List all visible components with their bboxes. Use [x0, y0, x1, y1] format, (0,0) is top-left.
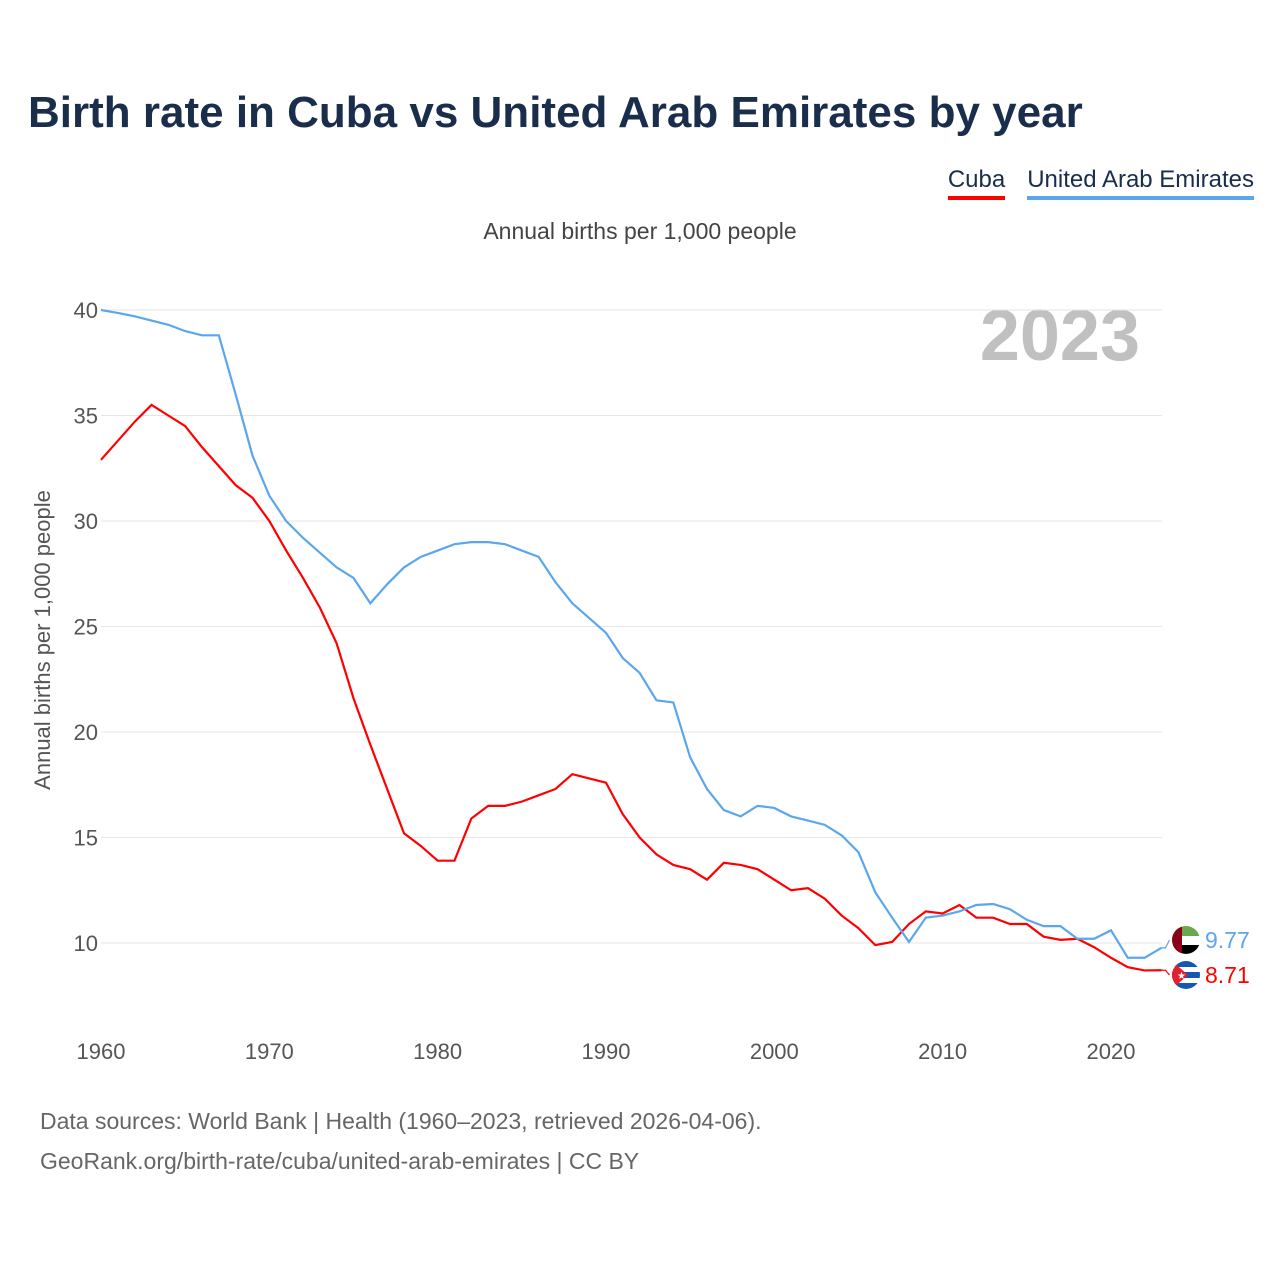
- chart-title: Birth rate in Cuba vs United Arab Emirat…: [28, 88, 1083, 137]
- legend: Cuba United Arab Emirates: [947, 166, 1254, 200]
- y-tick-label: 30: [74, 509, 98, 534]
- y-tick-label: 10: [74, 931, 98, 956]
- leader-line: [1161, 939, 1171, 949]
- x-tick-label: 1980: [413, 1039, 462, 1064]
- series-line-uae: [100, 308, 1163, 959]
- y-tick-label: 35: [74, 404, 98, 429]
- x-tick-label: 2000: [750, 1039, 799, 1064]
- source-line-1: Data sources: World Bank | Health (1960–…: [40, 1108, 762, 1134]
- x-tick-label: 2020: [1087, 1039, 1136, 1064]
- leader-line: [1161, 969, 1170, 976]
- year-label: 2023: [980, 296, 1140, 376]
- y-tick-label: 40: [74, 298, 98, 323]
- series-line-cuba: [100, 403, 1162, 972]
- y-tick-label: 20: [74, 720, 98, 745]
- legend-cuba[interactable]: Cuba: [947, 166, 1006, 200]
- source-line-2: GeoRank.org/birth-rate/cuba/united-arab-…: [40, 1148, 640, 1174]
- chart-subtitle: Annual births per 1,000 people: [483, 218, 797, 244]
- x-tick-label: 1970: [245, 1039, 294, 1064]
- svg-text:★: ★: [1177, 971, 1186, 982]
- uae-flag-icon: [1172, 926, 1200, 954]
- x-tick-label: 1960: [77, 1039, 126, 1064]
- x-tick-label: 1990: [582, 1039, 631, 1064]
- end-value-label: 8.71: [1205, 962, 1250, 988]
- x-tick-label: 2010: [918, 1039, 967, 1064]
- y-tick-label: 25: [74, 615, 98, 640]
- end-value-label: 9.77: [1205, 927, 1250, 953]
- y-axis-label: Annual births per 1,000 people: [30, 490, 55, 790]
- legend-uae[interactable]: United Arab Emirates: [1027, 166, 1254, 200]
- y-tick-label: 15: [74, 826, 98, 851]
- cuba-flag-icon: ★: [1172, 961, 1200, 989]
